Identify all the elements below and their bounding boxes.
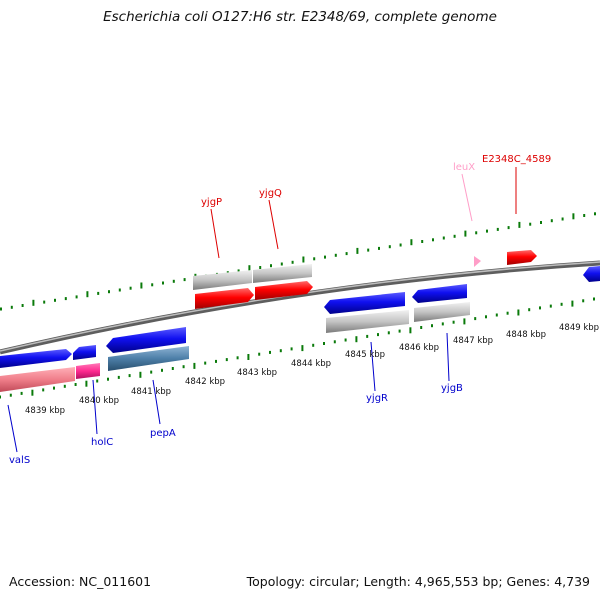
reverse-strand-ticks <box>0 297 595 399</box>
gene-arrow-yjgB[interactable] <box>412 284 467 303</box>
cds-bar-yjgP[interactable] <box>193 270 252 290</box>
scale-label: 4844 kbp <box>291 359 331 369</box>
label-yjgP[interactable]: yjgP <box>201 197 222 208</box>
scale-label: 4849 kbp <box>559 323 599 333</box>
leader-pepA <box>152 379 161 425</box>
leader-leuX <box>461 173 473 222</box>
gene-arrow-yjgQ[interactable] <box>255 281 313 300</box>
rrna-bar-valS[interactable] <box>0 367 75 392</box>
label-holC[interactable]: holC <box>91 437 113 448</box>
leader-yjgP <box>210 208 220 259</box>
label-yjgQ[interactable]: yjgQ <box>259 188 282 199</box>
map-title: Escherichia coli O127:H6 str. E2348/69, … <box>103 9 497 25</box>
trna-leuX[interactable] <box>474 256 481 267</box>
scale-labels: 4839 kbp 4840 kbp 4841 kbp 4842 kbp 4843 kbp… <box>25 323 599 416</box>
rrna-bar-holC[interactable] <box>76 363 100 379</box>
accession-text: Accession: NC_011601 <box>9 574 152 589</box>
label-leuX[interactable]: leuX <box>453 162 475 173</box>
scale-label: 4839 kbp <box>25 406 65 416</box>
gene-arrow-yjgP[interactable] <box>195 288 254 309</box>
gene-arrow-yjgR[interactable] <box>324 292 405 314</box>
gene-arrow-pepA[interactable] <box>106 327 186 353</box>
label-valS[interactable]: valS <box>9 455 30 466</box>
label-E2348C_4589[interactable]: E2348C_4589 <box>482 154 551 165</box>
label-yjgR[interactable]: yjgR <box>366 393 388 404</box>
scale-label: 4848 kbp <box>506 330 546 340</box>
label-yjgB[interactable]: yjgB <box>441 383 463 394</box>
cds-bar-yjgQ[interactable] <box>253 264 312 283</box>
scale-label: 4843 kbp <box>237 368 277 378</box>
scale-label: 4840 kbp <box>79 396 119 406</box>
scale-label: 4841 kbp <box>131 387 171 397</box>
cds-bar-pepA[interactable] <box>108 346 189 371</box>
scale-label: 4845 kbp <box>345 350 385 360</box>
scale-label: 4846 kbp <box>399 343 439 353</box>
leader-holC <box>92 379 98 435</box>
cds-bar-yjgB[interactable] <box>414 302 470 322</box>
leader-yjgR <box>370 341 376 392</box>
leader-yjgB <box>446 332 450 382</box>
scale-label: 4847 kbp <box>453 336 493 346</box>
scale-label: 4842 kbp <box>185 377 225 387</box>
label-pepA[interactable]: pepA <box>150 428 176 439</box>
leader-valS <box>7 404 18 453</box>
gene-arrow-E2348C_4589[interactable] <box>507 250 537 265</box>
leader-yjgQ <box>268 199 279 250</box>
gene-arrow-valS[interactable] <box>0 349 72 368</box>
cds-bar-yjgR[interactable] <box>326 310 409 333</box>
topology-text: Topology: circular; Length: 4,965,553 bp… <box>246 574 590 589</box>
gene-arrow-holC[interactable] <box>73 345 96 360</box>
gene-arrow-edge-right[interactable] <box>583 266 600 282</box>
